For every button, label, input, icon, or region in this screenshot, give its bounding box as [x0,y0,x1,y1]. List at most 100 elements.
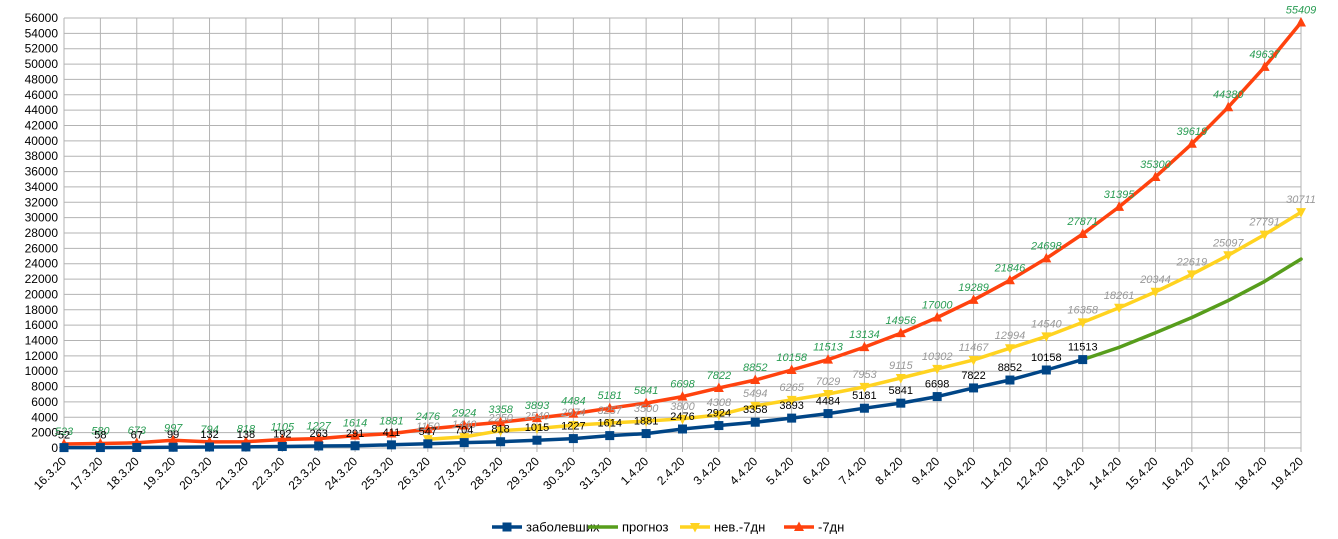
data-point [1041,365,1051,375]
legend-marker [690,523,700,533]
data-point [496,437,506,447]
x-tick-label: 24.3.20 [322,454,360,492]
data-point [59,443,69,453]
legend-label: прогноз [622,520,669,535]
data-label: 2974 [560,407,585,419]
data-label: 25097 [1212,237,1244,249]
data-label: 1015 [525,422,549,434]
data-label: 9115 [889,360,914,372]
legend-item: заболевших [492,520,600,535]
data-point [495,416,506,427]
data-point [859,382,870,393]
x-tick-label: 19.4.20 [1268,454,1306,492]
data-point [969,383,979,393]
data-point [568,421,579,431]
data-label: 192 [273,429,291,441]
data-point [350,441,360,451]
data-label: 55409 [1286,5,1317,17]
data-label: 5841 [634,385,658,397]
data-label: 22619 [1176,256,1208,268]
data-label: 58 [94,430,106,442]
x-tick-label: 5.4.20 [763,454,797,488]
data-label: 44380 [1213,89,1244,101]
data-point [604,402,615,413]
data-label: 4484 [816,396,840,408]
data-point [786,364,797,375]
x-tick-label: 4.4.20 [727,454,761,488]
data-point [205,442,215,452]
data-label: 27791 [1248,217,1280,229]
x-tick-label: 13.4.20 [1050,454,1088,492]
data-label: 13134 [849,329,880,341]
data-point [1004,344,1015,354]
data-point [641,417,652,427]
data-label: 3893 [525,400,550,412]
data-label: 21846 [994,262,1026,274]
legend-label: заболевших [526,520,600,535]
data-label: 3257 [597,405,622,417]
data-point [495,426,506,437]
data-point [241,442,251,452]
x-tick-label: 14.4.20 [1086,454,1124,492]
x-tick-label: 2.4.20 [654,454,688,488]
data-label: 2924 [451,408,476,420]
data-label: 11513 [813,342,844,354]
x-tick-label: 16.3.20 [31,454,69,492]
data-label: 547 [419,426,437,438]
data-point [1150,287,1161,298]
y-tick-label: 42000 [25,119,59,133]
data-label: 6698 [670,379,695,391]
data-label: 7822 [961,370,985,382]
data-point [932,311,943,322]
data-label: 67 [131,429,143,441]
data-point [168,434,179,445]
y-tick-label: 28000 [25,226,59,240]
x-tick-label: 15.4.20 [1122,454,1160,492]
y-tick-label: 14000 [25,334,59,348]
data-point [95,443,105,453]
x-tick-label: 18.4.20 [1232,454,1270,492]
data-label: 35300 [1140,159,1171,171]
data-label: 1881 [379,416,403,428]
y-tick-label: 54000 [25,26,59,40]
data-label: 18261 [1104,290,1135,302]
data-point [423,439,433,449]
y-tick-label: 34000 [25,180,59,194]
x-tick-label: 28.3.20 [467,454,505,492]
data-point [750,374,761,385]
data-point [859,341,870,352]
data-point [786,395,797,406]
data-label: 24698 [1030,240,1062,252]
data-point [350,430,361,440]
data-point [641,429,651,439]
x-tick-label: 17.4.20 [1195,454,1233,492]
x-tick-label: 16.4.20 [1159,454,1197,492]
data-point [823,390,834,400]
data-label: 14540 [1031,318,1062,330]
data-point [168,442,178,452]
x-tick-label: 22.3.20 [249,454,287,492]
data-point [787,413,797,423]
data-label: 19289 [958,282,989,294]
x-tick-label: 7.4.20 [836,454,870,488]
y-tick-label: 16000 [25,318,59,332]
data-point [750,401,761,412]
legend-label: нев.-7дн [714,520,765,535]
data-label: 3358 [488,404,513,416]
data-label: 1614 [343,418,367,430]
legend-marker [794,521,804,531]
y-tick-label: 6000 [31,395,58,409]
y-tick-label: 12000 [25,349,59,363]
data-point [750,417,760,427]
data-label: 49637 [1249,49,1280,61]
data-point [1077,318,1088,328]
x-tick-label: 9.4.20 [909,454,943,488]
data-label: 99 [167,429,179,441]
data-point [1223,251,1234,261]
data-point [1186,138,1197,148]
x-tick-label: 6.4.20 [800,454,834,488]
data-label: 3500 [634,403,659,415]
legend-item: нев.-7дн [680,520,765,535]
data-label: 39619 [1177,126,1208,138]
